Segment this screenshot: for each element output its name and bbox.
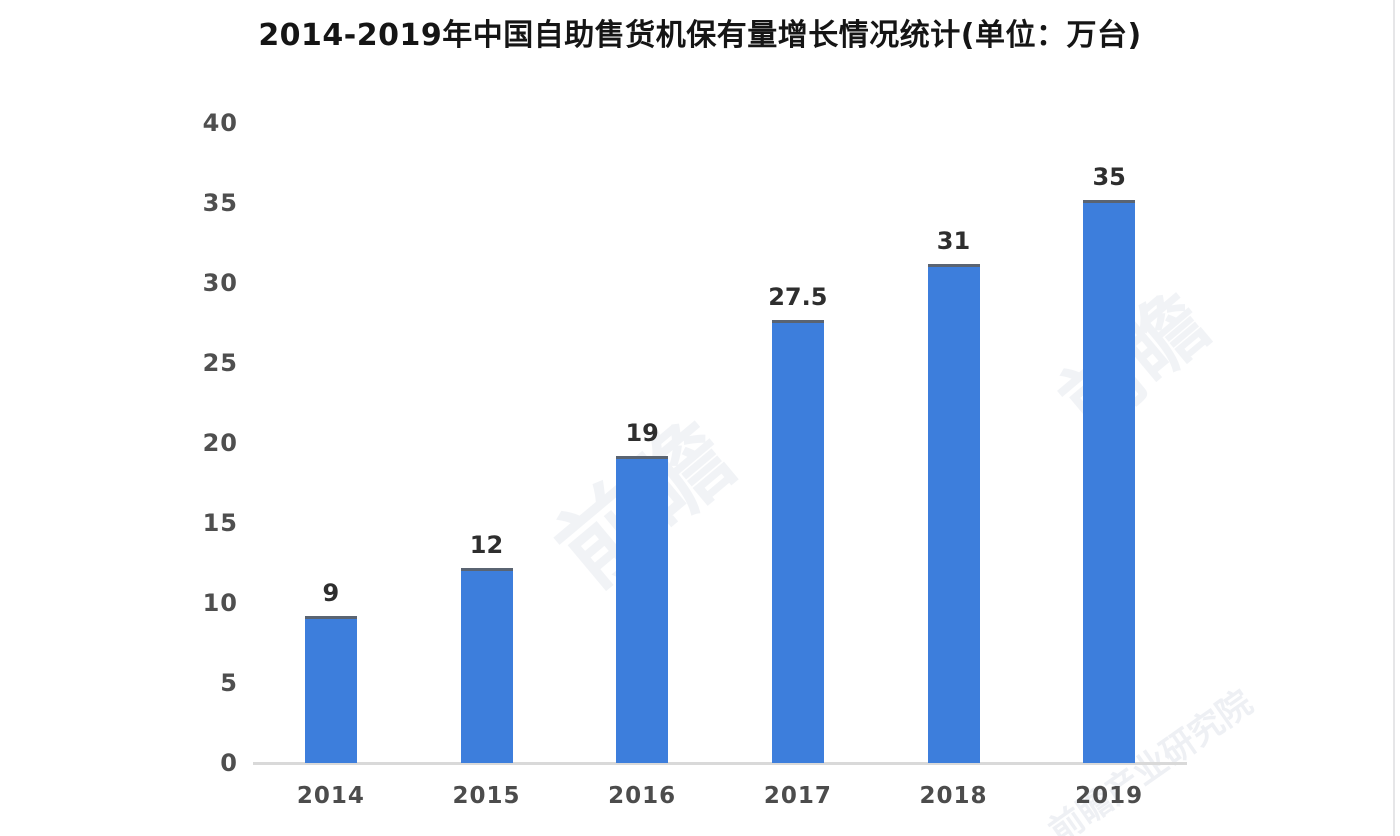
y-tick-label-30: 30: [202, 269, 238, 297]
bar-2017: [771, 320, 824, 763]
chart-title: 2014-2019年中国自助售货机保有量增长情况统计(单位：万台): [258, 18, 1142, 53]
bar-2015: [460, 568, 513, 763]
bar-2016: [616, 456, 669, 763]
bar-value-label-2016: 19: [625, 419, 659, 447]
y-tick-label-40: 40: [202, 109, 238, 137]
plot-area: 9 2014 12 2015 19 2016 27.5 2017 31 2018 35 2019: [253, 123, 1187, 809]
y-tick-label-5: 5: [220, 669, 238, 697]
bar-2018: [927, 264, 980, 763]
bar-value-label-2015: 12: [469, 531, 504, 559]
bar-value-label-2014: 9: [322, 579, 340, 607]
x-tick-label-2015: 2015: [452, 783, 521, 809]
bar-2014: [304, 616, 357, 763]
y-tick-label-15: 15: [202, 509, 238, 537]
bar-value-label-2019: 35: [1092, 163, 1126, 191]
right-edge-line: [1393, 0, 1395, 836]
y-tick-label-25: 25: [202, 349, 238, 377]
x-tick-label-2019: 2019: [1075, 783, 1144, 809]
y-tick-label-35: 35: [202, 189, 238, 217]
x-tick-label-2016: 2016: [608, 783, 677, 809]
bar-value-label-2018: 31: [936, 227, 971, 255]
y-tick-label-20: 20: [202, 429, 238, 457]
y-tick-label-0: 0: [220, 749, 238, 777]
x-tick-label-2018: 2018: [919, 783, 988, 809]
x-tick-label-2017: 2017: [763, 783, 832, 809]
bar-2019: [1083, 200, 1136, 763]
bar-value-label-2017: 27.5: [768, 283, 828, 311]
x-axis-line: [253, 762, 1187, 765]
y-tick-label-10: 10: [202, 589, 238, 617]
x-tick-label-2014: 2014: [296, 783, 365, 809]
